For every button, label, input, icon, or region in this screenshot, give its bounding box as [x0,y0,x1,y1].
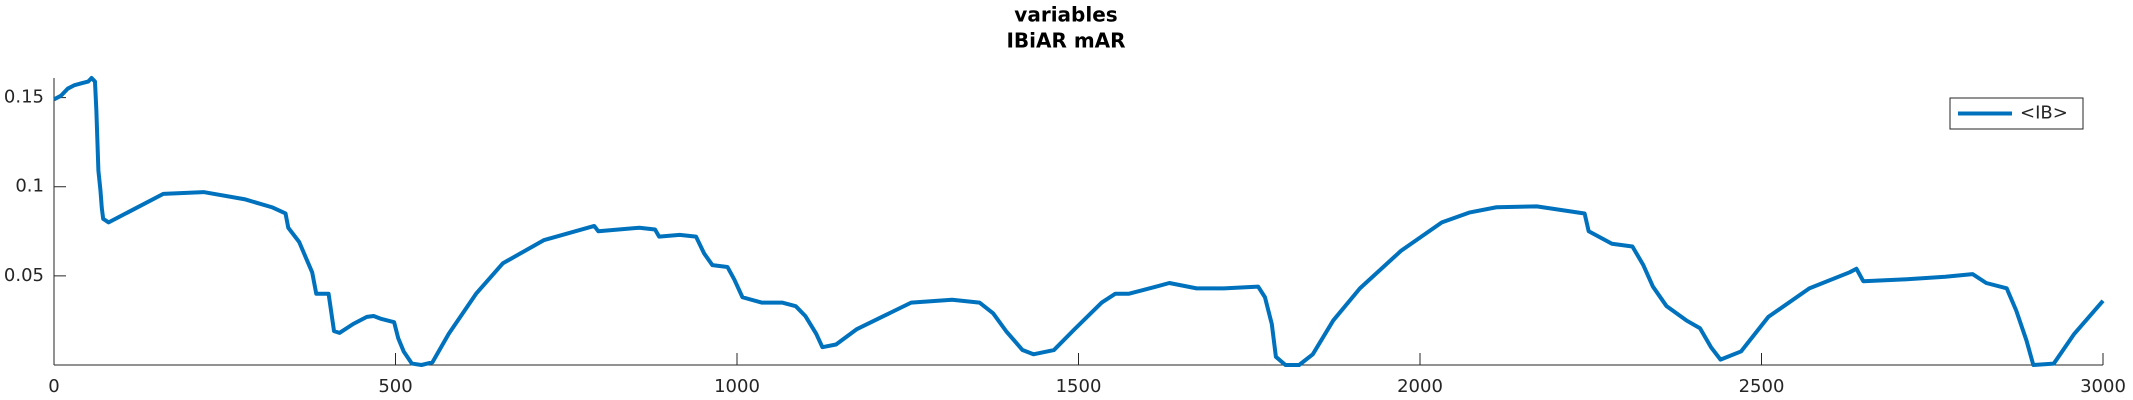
x-tick-label: 500 [378,376,412,397]
y-tick-label: 0.05 [4,265,44,286]
x-tick-label: 1000 [714,376,760,397]
x-tick-label: 1500 [1056,376,1102,397]
x-tick-label: 2500 [1739,376,1785,397]
legend-label: <IB> [2020,103,2068,124]
chart-title: variables [1014,3,1117,27]
data-line [53,76,2105,367]
x-tick-label: 0 [48,376,59,397]
y-tick-label: 0.1 [15,176,44,197]
x-tick-label: 2000 [1397,376,1443,397]
x-tick-label: 3000 [2080,376,2126,397]
chart-subtitle: IBiAR mAR [1006,29,1125,53]
y-tick-label: 0.15 [4,87,44,108]
